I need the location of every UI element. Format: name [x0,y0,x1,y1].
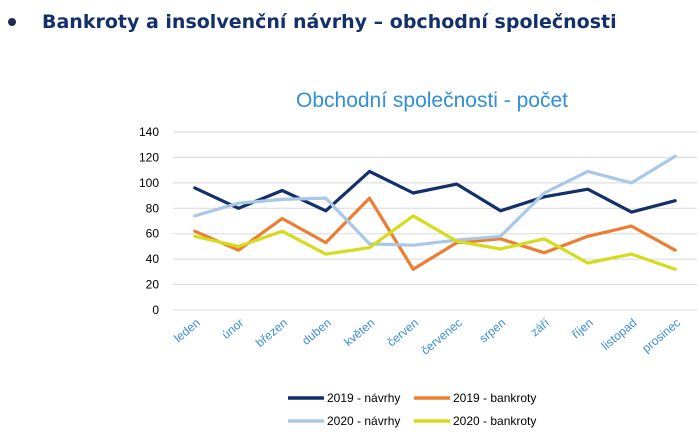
y-tick-label: 120 [139,150,159,164]
x-tick-label: listopad [599,316,640,353]
legend: 2019 - návrhy 2019 - bankroty 2020 - návrh… [288,391,536,428]
series-line-1 [193,169,677,214]
x-tick-label: září [528,315,553,339]
y-tick-label: 40 [146,252,160,266]
x-tick-label: březen [253,316,290,350]
y-tick-label: 20 [146,278,160,292]
legend-label: 2020 - návrhy [327,414,400,428]
y-tick-label: 100 [139,176,159,190]
series-lines [193,154,677,271]
x-tick-label: leden [171,316,203,346]
x-tick-label: únor [219,316,246,342]
series-line-4 [193,214,677,271]
series-line-2 [193,196,677,271]
slide-title: Bankroty a insolvenční návrhy – obchodní… [42,11,617,33]
y-axis: 0 20 40 60 80 100 120 140 [139,125,159,317]
x-tick-label: srpen [476,316,508,346]
x-tick-label: červenec [418,316,464,358]
legend-label: 2019 - bankroty [453,391,536,405]
slide-heading: Bankroty a insolvenční návrhy – obchodní… [0,8,700,48]
x-tick-label: říjen [569,316,596,342]
x-axis: leden únor březen duben květen červenčervenec… [171,315,683,357]
y-tick-label: 60 [146,227,160,241]
chart-title: Obchodní společnosti - počet [296,89,568,112]
legend-label: 2020 - bankroty [453,414,536,428]
gridlines [173,131,697,311]
y-tick-label: 80 [146,201,160,215]
series-line-3 [193,154,677,247]
legend-item: 2019 - návrhy [288,391,400,405]
legend-item: 2020 - bankroty [414,414,536,428]
y-tick-label: 140 [139,125,159,139]
x-tick-label: červen [384,316,421,350]
bullet-icon [8,18,16,26]
legend-item: 2019 - bankroty [414,391,536,405]
x-tick-label: prosinec [639,316,683,356]
legend-label: 2019 - návrhy [327,391,400,405]
y-tick-label: 0 [152,303,159,317]
x-tick-label: květen [341,316,377,349]
x-tick-label: duben [299,316,334,348]
legend-item: 2020 - návrhy [288,414,400,428]
